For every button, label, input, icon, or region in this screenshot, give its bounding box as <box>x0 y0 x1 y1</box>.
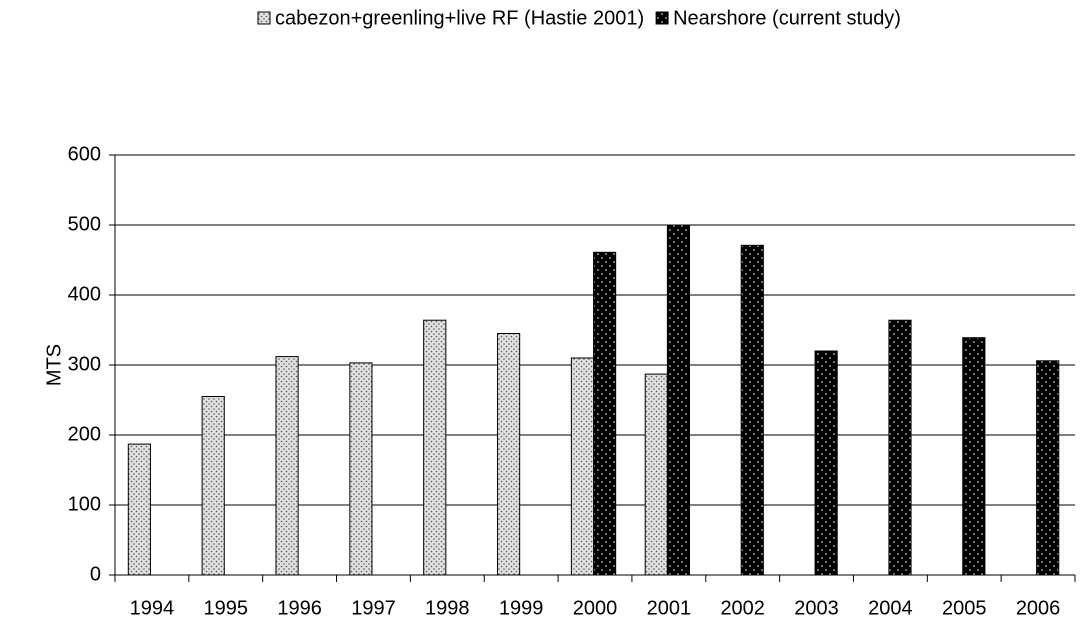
y-tick-label: 400 <box>68 283 101 305</box>
legend-swatch <box>655 11 669 25</box>
bar <box>962 337 986 576</box>
y-tick-label: 500 <box>68 213 101 235</box>
bar <box>644 373 668 576</box>
legend-swatch <box>257 11 271 25</box>
bar <box>593 251 617 576</box>
x-tick-label: 2000 <box>573 597 618 619</box>
y-tick-label: 600 <box>68 143 101 165</box>
bar <box>570 357 595 576</box>
legend-label: Nearshore (current study) <box>673 7 901 29</box>
bar <box>1036 360 1060 576</box>
bar <box>814 350 838 576</box>
bar <box>275 356 299 576</box>
x-tick-label: 1994 <box>130 597 175 619</box>
x-tick-label: 2004 <box>868 597 913 619</box>
bar <box>666 224 691 576</box>
y-axis-label: MTS <box>43 344 65 386</box>
x-tick-label: 2002 <box>720 597 765 619</box>
x-tick-label: 1996 <box>277 597 322 619</box>
y-tick-label: 300 <box>68 353 101 375</box>
bar <box>497 333 521 576</box>
bar <box>423 319 447 576</box>
legend-label: cabezon+greenling+live RF (Hastie 2001) <box>275 7 644 29</box>
x-tick-label: 1997 <box>351 597 396 619</box>
y-tick-label: 100 <box>68 493 101 515</box>
x-tick-label: 2001 <box>647 597 692 619</box>
x-tick-label: 1998 <box>425 597 470 619</box>
x-tick-label: 1995 <box>204 597 249 619</box>
x-tick-label: 2005 <box>942 597 987 619</box>
y-tick-label: 200 <box>68 423 101 445</box>
x-tick-label: 1999 <box>499 597 544 619</box>
bar <box>740 244 764 576</box>
bar <box>349 362 373 576</box>
bar <box>127 443 151 576</box>
x-tick-label: 2006 <box>1016 597 1061 619</box>
bar <box>888 319 912 576</box>
bar <box>201 396 225 576</box>
x-tick-label: 2003 <box>794 597 839 619</box>
y-tick-label: 0 <box>90 563 101 585</box>
